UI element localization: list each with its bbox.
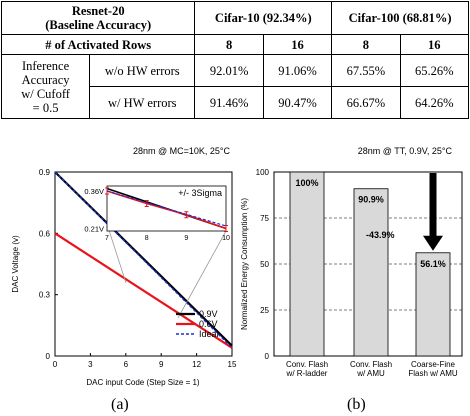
y-tick-label: 50 — [260, 260, 269, 269]
y-tick-label: 0.9 — [39, 168, 51, 177]
cifar100-header: Cifar-100 (68.81%) — [331, 1, 469, 35]
y-tick-label: 0.3 — [39, 291, 51, 300]
metric-label-line: Inference — [21, 58, 70, 73]
caption-a: (a) — [111, 396, 129, 413]
corner-line-1: Resnet-20 — [71, 4, 125, 18]
y-tick-label: 0 — [46, 352, 51, 361]
row-label: w/o HW errors — [89, 54, 196, 87]
x-category-label: w/ R-ladder — [286, 369, 328, 378]
table-row: w/ HW errors 91.46% 90.47% 66.67% 64.26% — [2, 86, 470, 119]
caption-b: (b) — [347, 396, 366, 413]
x-tick-label: 3 — [88, 360, 93, 369]
x-category-label: w/ AMU — [356, 369, 385, 378]
inset-y-tick-label: 0.21V — [84, 225, 104, 234]
bar — [353, 188, 389, 357]
inset-y-tick-label: 0.36V — [84, 187, 104, 196]
x-category-label: Flash w/ AMU — [408, 369, 458, 378]
results-table: Resnet-20 (Baseline Accuracy) Cifar-10 (… — [0, 1, 470, 119]
table-header-row: Resnet-20 (Baseline Accuracy) Cifar-10 (… — [0, 1, 469, 35]
table-cell: 65.26% — [399, 54, 470, 87]
legend-label: 0.6V — [199, 319, 218, 329]
energy-consumption-chart: 28nm @ TT, 0.9V, 25°C 0 25 50 75 100 100% Con… — [240, 146, 463, 378]
series-line-0.6v — [54, 232, 233, 349]
x-category-label: Conv. Flash — [286, 360, 328, 369]
cifar10-header: Cifar-10 (92.34%) — [194, 1, 333, 35]
table-cell: 67.55% — [331, 54, 401, 87]
rows-value: 16 — [262, 34, 333, 55]
rows-label: # of Activated Rows — [0, 34, 196, 55]
inset-annotation: +/- 3Sigma — [178, 188, 222, 198]
chart-a-xlabel: DAC input Code (Step Size = 1) — [86, 378, 200, 387]
metric-label-line: Accuracy — [21, 72, 70, 87]
inset-x-tick-label: 7 — [105, 235, 109, 242]
chart-b-ylabel: Normalized Energy Consumption (%) — [240, 198, 249, 330]
x-tick-label: 9 — [159, 360, 164, 369]
inset-x-tick-label: 10 — [222, 235, 230, 242]
bar-value-label: 56.1% — [420, 259, 446, 269]
x-tick-label: 6 — [124, 360, 129, 369]
table-cell: 91.46% — [194, 86, 264, 119]
zoom-inset: 7 8 9 10 0.36V 0.21V +/- 3Sigma — [84, 185, 230, 242]
legend-label: 0.9V — [199, 309, 218, 319]
table-row: Inference Accuracy w/ Cufoff = 0.5 w/o H… — [0, 54, 470, 119]
series-line-ideal — [54, 171, 233, 349]
inset-x-tick-label: 9 — [184, 235, 188, 242]
metric-label-line: w/ Cufoff — [21, 86, 70, 101]
rows-header-row: # of Activated Rows 8 16 8 16 — [0, 34, 470, 55]
x-category-label: Coarse-Fine — [411, 360, 456, 369]
y-tick-label: 75 — [260, 214, 269, 223]
x-category-label: Conv. Flash — [350, 360, 392, 369]
table-cell: 91.06% — [262, 54, 333, 87]
x-tick-label: 0 — [53, 360, 58, 369]
table-cell: 90.47% — [262, 86, 333, 119]
corner-line-2: (Baseline Accuracy) — [45, 18, 152, 32]
table-corner-header: Resnet-20 (Baseline Accuracy) — [0, 1, 196, 35]
y-tick-label: 0 — [265, 352, 270, 361]
bar — [289, 171, 325, 357]
legend-label: Ideal — [199, 329, 219, 339]
reduction-arrow-icon — [423, 173, 443, 251]
chart-b-annotation: 28nm @ TT, 0.9V, 25°C — [358, 146, 453, 156]
rows-value: 8 — [331, 34, 401, 55]
y-tick-label: 0.6 — [39, 229, 51, 238]
table-cell: 64.26% — [399, 86, 470, 119]
energy-reduction-label: -43.9% — [366, 230, 395, 240]
table-cell: 92.01% — [194, 54, 264, 87]
x-tick-label: 15 — [228, 360, 237, 369]
rows-value: 16 — [399, 34, 470, 55]
rows-value: 8 — [194, 34, 264, 55]
chart-a-axes: 0 3 6 9 12 15 0 0.3 0.6 0.9 — [39, 168, 237, 369]
inset-x-tick-label: 8 — [145, 235, 149, 242]
x-tick-label: 12 — [192, 360, 201, 369]
y-tick-label: 25 — [260, 306, 269, 315]
dac-voltage-chart: 28nm @ MC=10K, 25°C 0 3 6 9 12 15 0 0.3 0.6 0.9 7… — [11, 146, 237, 387]
chart-a-ylabel: DAC Voltage (v) — [11, 235, 20, 293]
metric-label-line: = 0.5 — [32, 100, 59, 115]
chart-a-legend: 0.9V 0.6V Ideal — [176, 309, 219, 339]
table-cell: 66.67% — [331, 86, 401, 119]
bar-value-label: 100% — [295, 178, 318, 188]
zoom-guides — [106, 223, 227, 319]
bar — [415, 252, 451, 357]
metric-label: Inference Accuracy w/ Cufoff = 0.5 — [0, 54, 91, 119]
bar-value-label: 90.9% — [358, 195, 384, 205]
chart-a-series — [54, 171, 233, 349]
y-tick-label: 100 — [256, 168, 270, 177]
inset-series-ideal — [106, 190, 227, 227]
chart-a-annotation: 28nm @ MC=10K, 25°C — [133, 146, 231, 156]
row-label: w/ HW errors — [89, 86, 196, 119]
